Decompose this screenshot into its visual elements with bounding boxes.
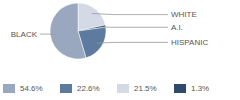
legend-swatch [60,84,72,93]
legend-label: 21.5% [134,84,157,93]
leader-line [40,34,56,35]
pie: WHITE A.I. HISPANIC BLACK [11,3,209,59]
leader-line [97,42,168,44]
leader-line [92,14,168,15]
chart: WHITE A.I. HISPANIC BLACK 54.6% 22.6% 21.5% 1.3… [0,0,240,100]
legend: 54.6% 22.6% 21.5% 1.3% [3,84,209,93]
legend-swatch [174,84,186,93]
category-label: HISPANIC [171,38,208,47]
category-label: BLACK [11,30,38,39]
legend-label: 1.3% [191,84,209,93]
legend-swatch [117,84,129,93]
category-label: A.I. [171,23,183,32]
legend-label: 22.6% [77,84,100,93]
pie-slice [50,3,86,59]
legend-swatch [3,84,15,93]
category-label: WHITE [171,10,197,19]
leader-line [100,27,168,28]
legend-label: 54.6% [20,84,43,93]
